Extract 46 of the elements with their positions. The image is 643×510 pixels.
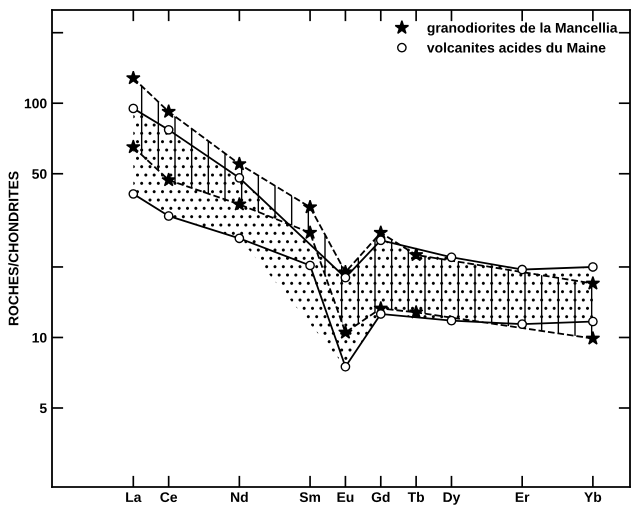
point [446,316,456,326]
x-tick-label: Gd [372,492,390,502]
y-tick-label: 5 [40,403,47,414]
x-tick-label: Ce [160,492,178,502]
x-tick-label: Dy [444,492,460,505]
x-tick-label: Er [516,492,530,502]
point [338,324,353,339]
point [586,276,600,290]
legend-label: volcanites acides du Maine [426,42,606,53]
point [161,104,176,118]
point [302,200,318,214]
point [586,330,600,345]
point [517,319,528,330]
point [234,233,244,244]
x-tick-label: Sm [300,492,320,502]
legend-label: granodiorites de la Mancellia [427,22,618,36]
x-tick-label: Tb [408,492,424,502]
point [588,316,598,326]
point [302,225,318,240]
point [588,262,598,272]
x-tick-label: Nd [231,492,248,502]
point [408,247,424,262]
point [376,309,386,319]
point [128,189,138,199]
y-tick-label: 10 [32,332,47,343]
point [340,362,350,372]
y-tick-label: 100 [24,98,47,108]
point [517,264,528,274]
point [305,260,315,270]
point [164,124,174,135]
y-tick-label: 50 [32,169,47,179]
point [126,70,141,84]
point [126,139,141,154]
point [232,196,247,211]
point [340,272,350,283]
point [446,252,456,262]
point [164,211,174,221]
point [376,235,386,246]
point [234,173,244,183]
point [161,172,176,186]
x-tick-label: Yb [584,492,602,502]
point [232,156,247,170]
x-tick-label: La [126,492,142,502]
point [128,104,138,114]
y-axis-title: ROCHES/CHONDRITES [8,171,19,326]
x-tick-label: Eu [337,492,354,502]
